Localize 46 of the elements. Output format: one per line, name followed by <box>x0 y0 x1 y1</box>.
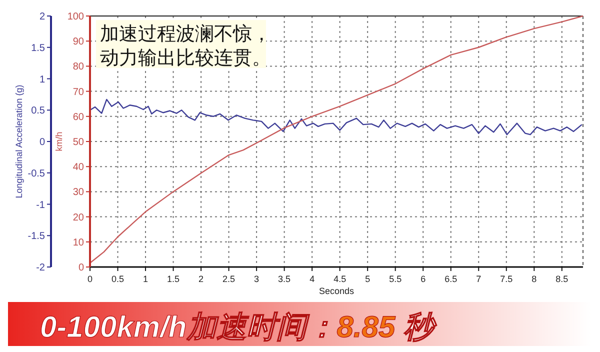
y-tick-label: 1 <box>39 74 46 86</box>
text: 0-100km/h加速时间：8.85 秒 <box>40 311 438 344</box>
x-tick-label: 8 <box>532 274 537 284</box>
x-tick-label: 3.5 <box>278 274 291 284</box>
x-tick-label: 3 <box>254 274 260 284</box>
y-tick-label: -0.5 <box>28 168 46 180</box>
x-axis-title: Seconds <box>318 286 355 296</box>
y-tick-label: 0 <box>39 137 46 148</box>
annotation: 加速过程波澜不惊， <box>100 23 271 45</box>
y-tick-label: 2 <box>39 12 46 22</box>
y2-tick-label: 60 <box>72 112 84 123</box>
annotation: 动力输出比较连贯。 <box>100 48 271 69</box>
y-tick-label: -1 <box>36 200 46 211</box>
y-tick-label: -2 <box>36 262 46 274</box>
x-tick-label: 4 <box>310 274 315 284</box>
x-tick-label: 6.5 <box>444 274 458 284</box>
x-tick-label: 7.5 <box>500 274 513 284</box>
x-tick-label: 4.5 <box>334 274 346 284</box>
y2-tick-label: 50 <box>72 137 84 148</box>
y-tick-label: 0.5 <box>31 106 46 117</box>
x-tick-label: 7 <box>476 274 482 284</box>
y-tick-label: 1.5 <box>31 42 46 54</box>
y2-tick-label: 0 <box>78 262 84 274</box>
x-tick-label: 1 <box>143 274 148 284</box>
y2-tick-label: 80 <box>72 62 84 73</box>
y2-tick-label: 30 <box>72 187 84 198</box>
y2-tick-label: 100 <box>67 12 84 22</box>
y-tick-label: -1.5 <box>28 231 46 242</box>
y2-axis-title: km/h <box>54 132 64 152</box>
x-tick-label: 1.5 <box>167 274 180 284</box>
line-series <box>89 15 584 264</box>
y-axis-title: Longitudinal Acceleration (g) <box>14 84 24 198</box>
y2-tick-label: 20 <box>72 212 84 224</box>
x-tick-label: 6 <box>420 274 426 284</box>
y2-tick-label: 90 <box>72 36 84 48</box>
line-series <box>89 98 582 136</box>
y2-tick-label: 40 <box>72 162 84 174</box>
x-tick-label: 2.5 <box>222 274 236 284</box>
x-tick-label: 5.5 <box>389 274 402 284</box>
x-tick-label: 2 <box>198 274 204 284</box>
x-tick-label: 5 <box>365 274 370 284</box>
x-tick-label: 0 <box>87 274 93 284</box>
x-tick-label: 8.5 <box>556 274 568 284</box>
y2-tick-label: 10 <box>72 237 84 248</box>
x-tick-label: 0.5 <box>112 274 124 284</box>
y2-tick-label: 70 <box>72 86 84 98</box>
